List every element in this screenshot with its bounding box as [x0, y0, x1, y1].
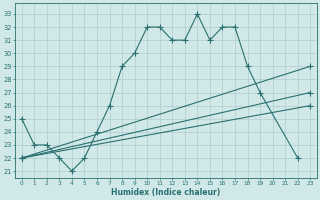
X-axis label: Humidex (Indice chaleur): Humidex (Indice chaleur): [111, 188, 220, 197]
